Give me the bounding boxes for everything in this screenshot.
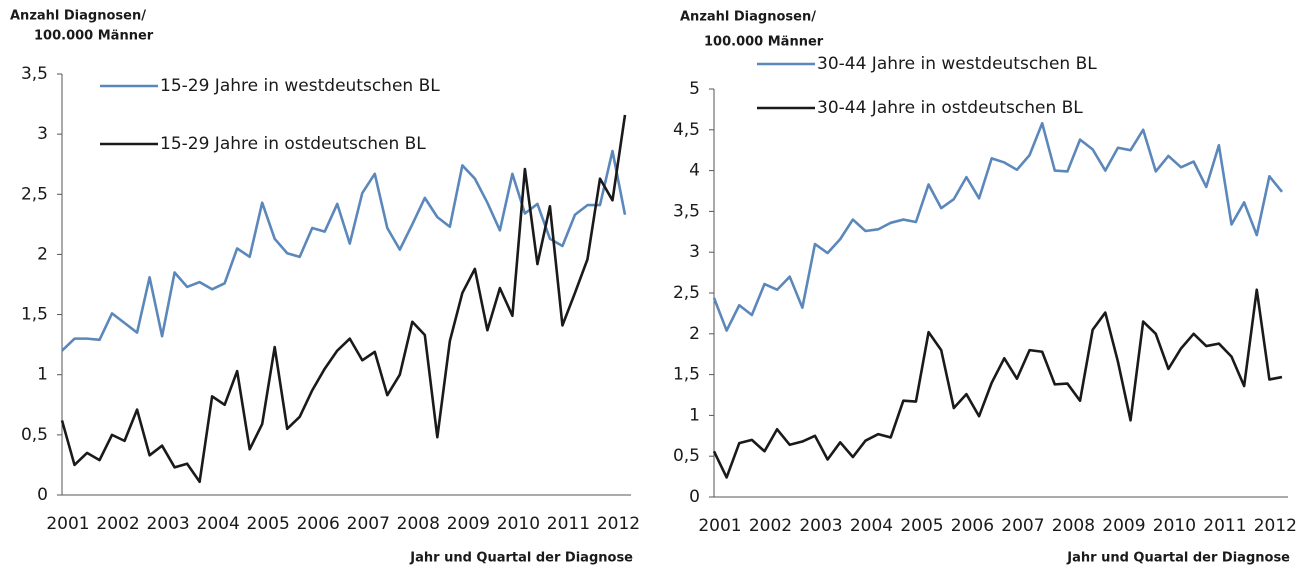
legend-label: 30-44 Jahre in westdeutschen BL [817,54,1097,74]
y-axis-label: Anzahl Diagnosen/ [680,10,816,25]
x-tick-label: 2010 [497,514,540,534]
x-axis-label: Jahr und Quartal der Diagnose [409,551,633,566]
y-tick-label: 1 [37,365,48,385]
x-axis-label: Jahr und Quartal der Diagnose [1066,551,1290,566]
legend-label: 15-29 Jahre in westdeutschen BL [160,76,440,96]
x-tick-label: 2001 [698,516,741,536]
y-tick-label: 2,5 [21,184,48,204]
x-tick-label: 2008 [397,514,440,534]
x-tick-label: 2004 [850,516,893,536]
series-line [60,114,627,484]
y-tick-label: 1,5 [673,365,700,385]
y-tick-label: 4 [689,161,700,181]
y-tick-label: 5 [689,79,700,99]
y-tick-label: 3 [689,242,700,262]
x-tick-label: 2006 [297,514,340,534]
y-tick-label: 1 [689,405,700,425]
x-tick-label: 2003 [146,514,189,534]
series-line [712,121,1284,332]
x-tick-label: 2009 [447,514,490,534]
y-tick-label: 2,5 [673,283,700,303]
x-tick-label: 2009 [1102,516,1145,536]
y-tick-label: 0 [689,487,700,507]
x-tick-label: 2007 [1001,516,1044,536]
y-tick-label: 3 [37,124,48,144]
x-tick-label: 2003 [799,516,842,536]
x-tick-label: 2010 [1153,516,1196,536]
y-tick-label: 4,5 [673,120,700,140]
y-tick-label: 1,5 [21,305,48,325]
x-tick-label: 2002 [749,516,792,536]
y-axis-label: Anzahl Diagnosen/ [10,9,146,24]
x-tick-label: 2001 [46,514,89,534]
y-tick-label: 0 [37,485,48,505]
x-tick-label: 2008 [1052,516,1095,536]
x-tick-label: 2005 [247,514,290,534]
x-tick-label: 2002 [96,514,139,534]
y-axis-label: 100.000 Männer [34,29,154,44]
legend-label: 30-44 Jahre in ostdeutschen BL [817,98,1083,118]
x-tick-label: 2007 [347,514,390,534]
legend-label: 15-29 Jahre in ostdeutschen BL [160,134,426,154]
x-tick-label: 2006 [951,516,994,536]
x-tick-label: 2012 [1254,516,1297,536]
series-line [712,288,1283,479]
x-tick-label: 2004 [197,514,240,534]
y-tick-label: 3,5 [673,201,700,221]
x-tick-label: 2011 [1203,516,1246,536]
y-tick-label: 0,5 [21,425,48,445]
y-tick-label: 2 [689,324,700,344]
y-tick-label: 3,5 [21,64,48,84]
y-axis-label: 100.000 Männer [704,35,824,50]
x-tick-label: 2005 [900,516,943,536]
y-tick-label: 0,5 [673,446,700,466]
x-tick-label: 2012 [597,514,640,534]
y-tick-label: 2 [37,244,48,264]
x-tick-label: 2011 [547,514,590,534]
